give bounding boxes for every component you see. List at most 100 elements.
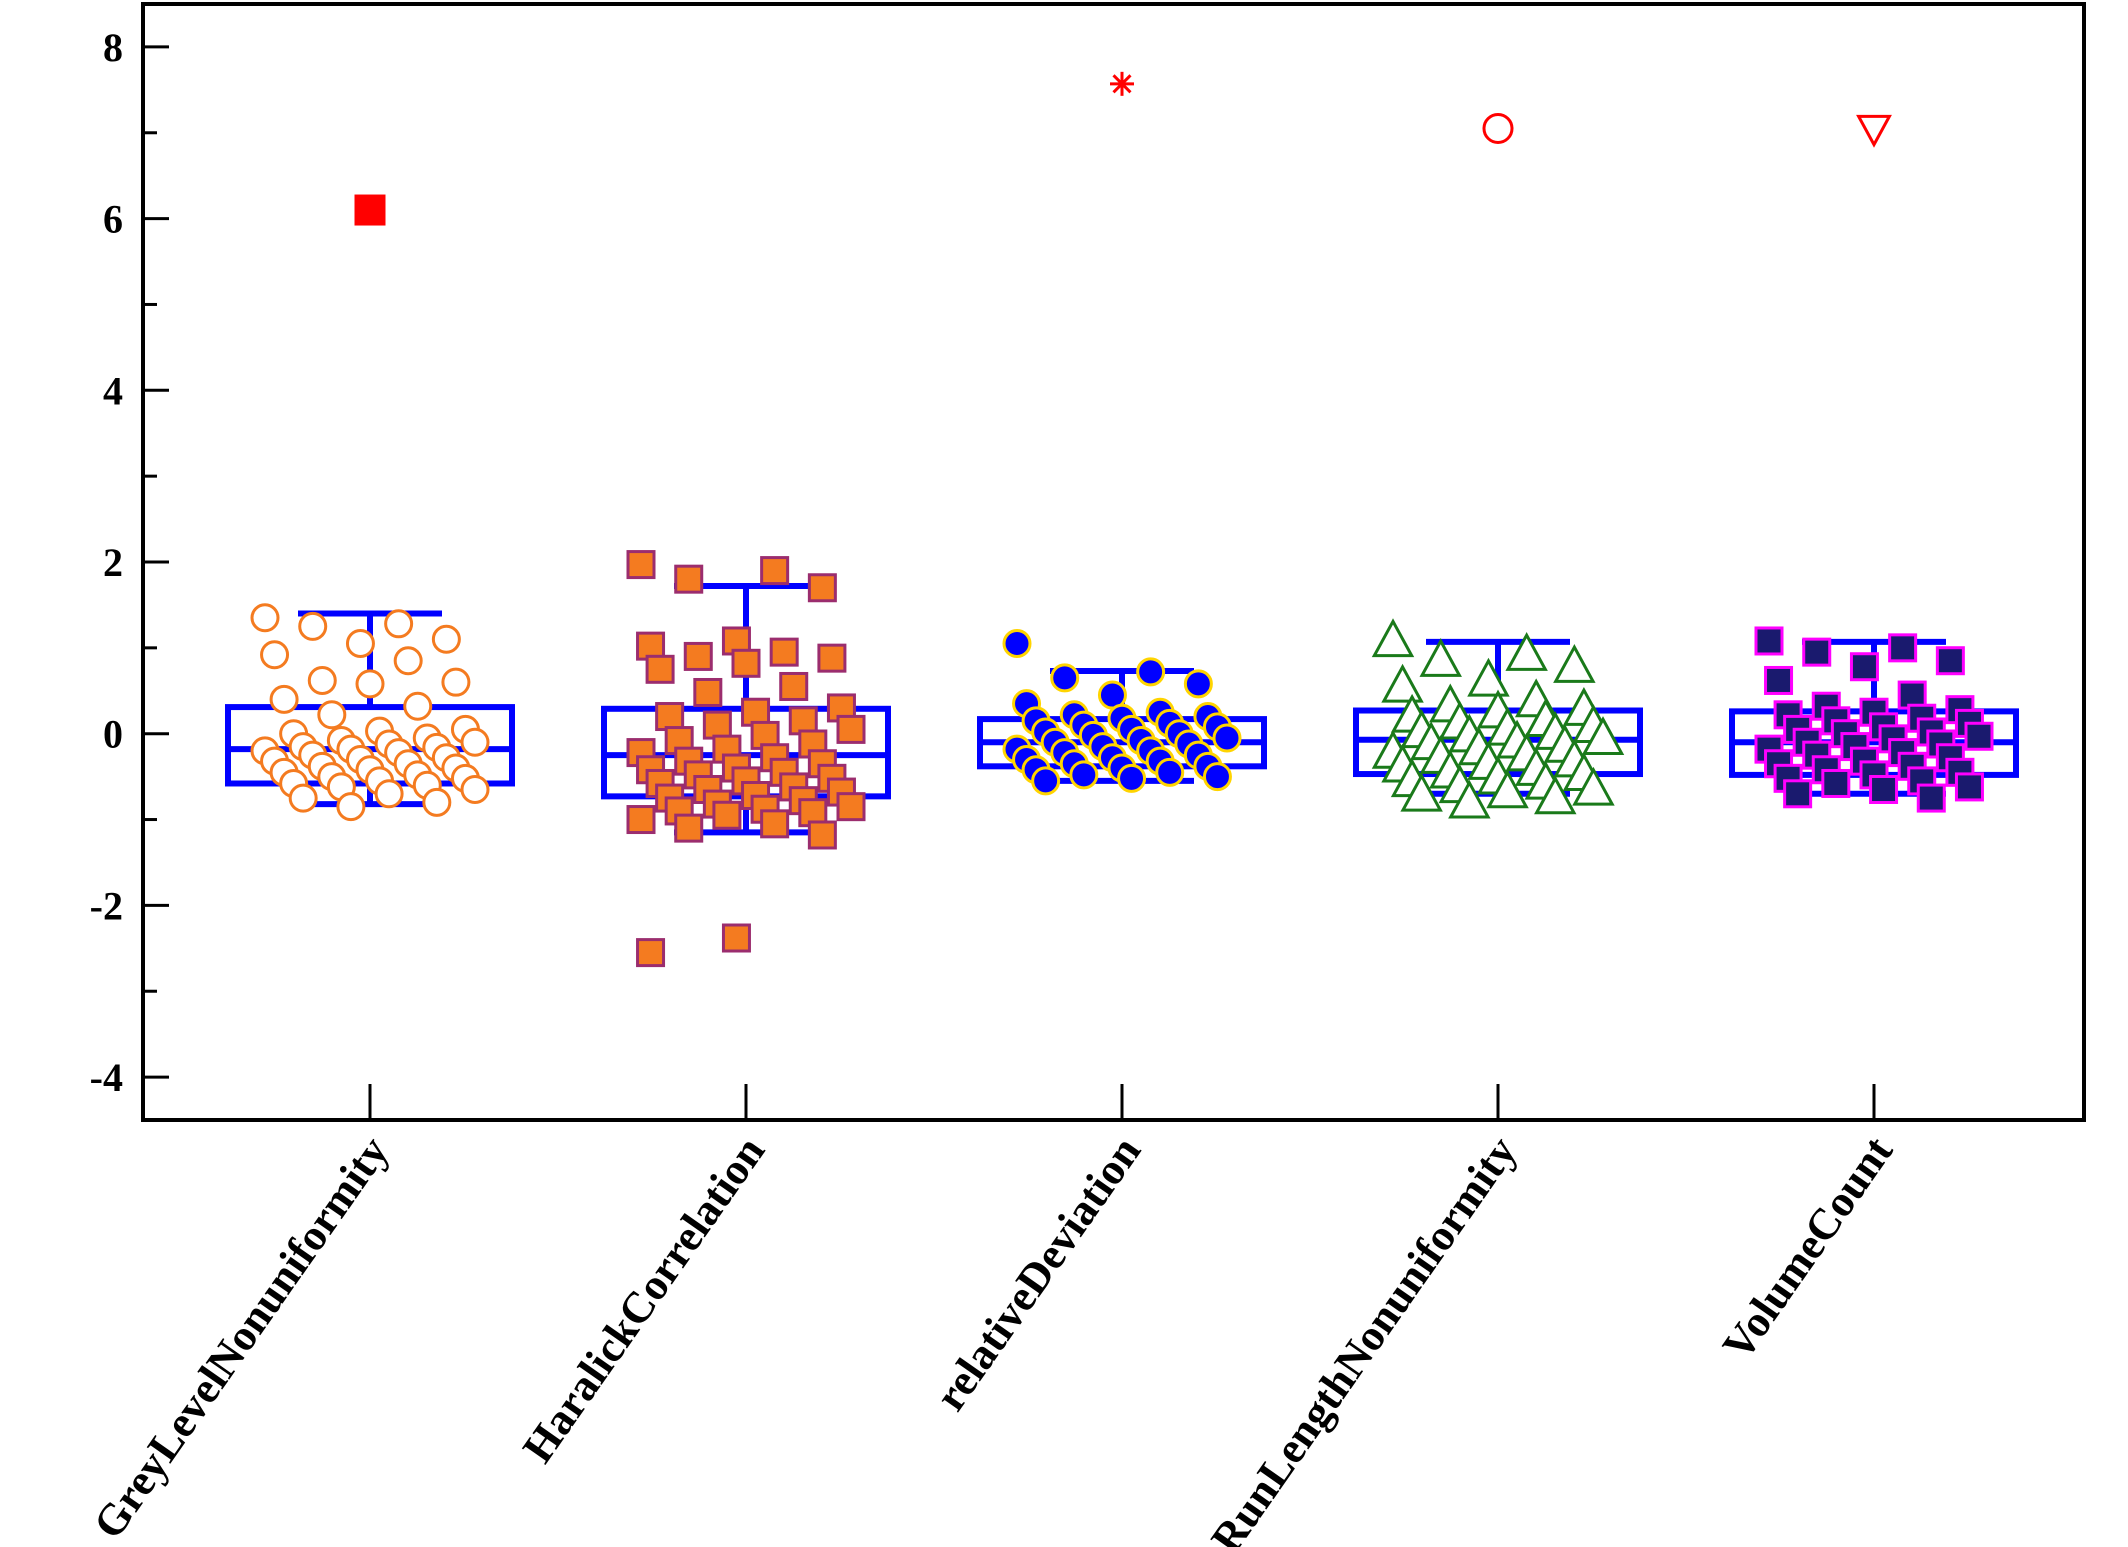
data-point (269, 684, 299, 714)
data-point (384, 609, 414, 639)
x-tick-label: VolumeCount (1713, 1127, 1902, 1368)
data-point (1783, 779, 1813, 809)
y-tick-label: 0 (103, 712, 123, 757)
data-point (1117, 763, 1147, 793)
data-point (836, 714, 866, 744)
data-point (1371, 618, 1415, 658)
data-point (1754, 626, 1784, 656)
data-point (1764, 665, 1794, 695)
data-point (626, 805, 656, 835)
data-point (1031, 766, 1061, 796)
data-point (422, 787, 452, 817)
series-points-3 (1371, 618, 1625, 819)
y-tick-label: 6 (103, 197, 123, 242)
data-point (374, 779, 404, 809)
y-tick-label: -2 (90, 883, 123, 928)
data-point (1888, 633, 1918, 663)
data-point (760, 809, 790, 839)
data-point (655, 702, 685, 732)
series-points-4 (1754, 626, 1994, 813)
data-point (260, 640, 290, 670)
data-point (441, 667, 471, 697)
data-point (460, 774, 490, 804)
data-point (807, 820, 837, 850)
data-point (403, 691, 433, 721)
y-tick-label: 2 (103, 540, 123, 585)
data-point (760, 556, 790, 586)
data-point (807, 573, 837, 603)
data-point (1553, 644, 1596, 683)
data-point (1849, 652, 1879, 682)
data-point (1381, 663, 1424, 703)
data-point (460, 727, 490, 757)
data-point (1869, 774, 1899, 804)
data-point (769, 637, 799, 667)
data-point (741, 697, 771, 727)
data-point (721, 923, 751, 953)
data-point (636, 938, 666, 968)
data-point (1183, 669, 1213, 699)
mean-marker (1110, 71, 1134, 96)
data-point (431, 624, 461, 654)
data-point (1954, 772, 1984, 802)
data-point (817, 643, 847, 673)
series-points-2 (1002, 629, 1242, 796)
data-point (1935, 646, 1965, 676)
data-point (674, 564, 704, 594)
data-point (1821, 768, 1851, 798)
data-point (1400, 772, 1443, 812)
data-point (317, 700, 347, 730)
data-point (1467, 657, 1510, 697)
data-point (1002, 629, 1032, 659)
plot-frame (141, 2, 2086, 1122)
x-axis: GreyLevelNonuniformity HaralickCorrelatio… (84, 1084, 1902, 1547)
data-point (712, 800, 742, 830)
mean-marker (1856, 114, 1892, 148)
x-tick-label: RunLengthNonuniformity (1201, 1128, 1526, 1547)
data-point (836, 792, 866, 822)
x-tick-label: HaralickCorrelation (513, 1128, 774, 1472)
data-point (1802, 637, 1832, 667)
data-point (1581, 716, 1625, 756)
data-point (1136, 657, 1166, 687)
data-point (355, 669, 385, 699)
data-point (1897, 680, 1927, 710)
mean-marker (354, 194, 386, 226)
data-point (1069, 760, 1099, 790)
data-point (1486, 769, 1529, 809)
data-point (1202, 762, 1232, 792)
y-tick-label: 8 (103, 25, 123, 70)
data-point (307, 665, 337, 695)
data-point (1505, 632, 1548, 671)
data-points (250, 550, 1994, 968)
x-tick-label: GreyLevelNonuniformity (84, 1128, 398, 1547)
data-point (674, 813, 704, 843)
data-point (298, 611, 328, 641)
y-axis: -4 -2 0 2 4 6 8 (90, 25, 169, 1100)
data-point (779, 671, 809, 701)
data-point (1448, 779, 1491, 819)
data-point (636, 631, 666, 661)
data-point (683, 641, 713, 671)
x-tick-label: relativeDeviation (925, 1128, 1150, 1420)
data-point (1155, 757, 1185, 787)
data-point (393, 646, 423, 676)
data-point (1212, 723, 1242, 753)
data-point (250, 603, 280, 633)
data-point (626, 550, 656, 580)
data-point (1964, 721, 1994, 751)
data-point (769, 757, 799, 787)
series-points-1 (626, 550, 866, 968)
mean-marker (1482, 112, 1514, 144)
mean-markers (354, 71, 1892, 226)
data-point (1534, 775, 1577, 815)
y-tick-label: 4 (103, 368, 123, 413)
data-point (336, 792, 366, 822)
data-point (731, 648, 761, 678)
data-point (1050, 663, 1080, 693)
data-point (645, 654, 675, 684)
data-point (1572, 766, 1615, 806)
data-point (693, 677, 723, 707)
data-point (1916, 783, 1946, 813)
